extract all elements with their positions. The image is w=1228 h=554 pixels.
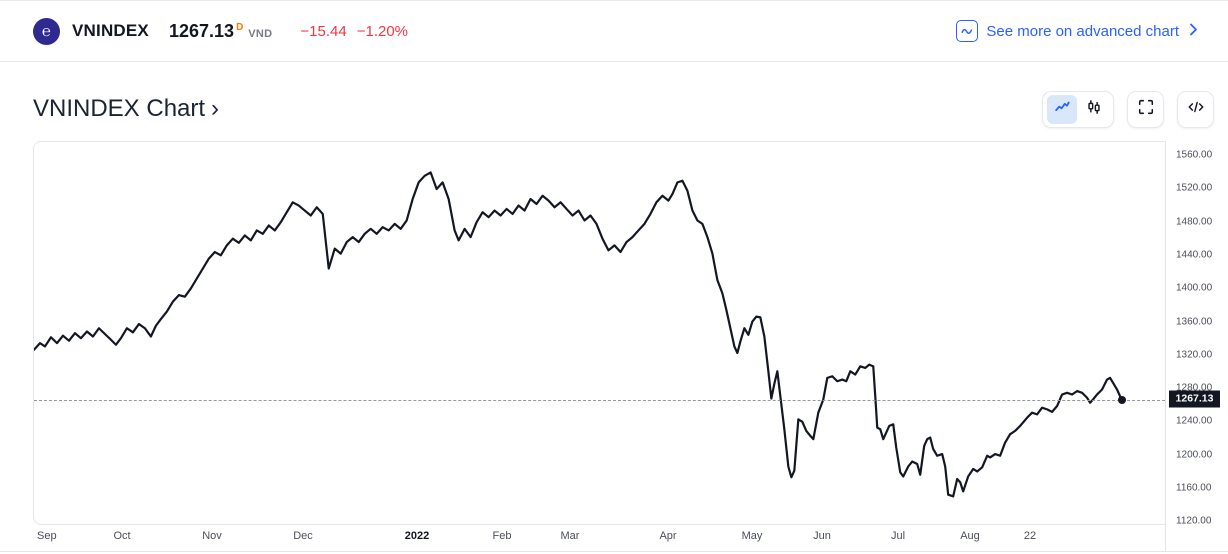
y-axis-tick: 1400.00 <box>1176 282 1213 294</box>
x-axis-label: Feb <box>492 530 512 542</box>
chart-toolbar <box>1042 91 1214 128</box>
time-scale-border <box>0 551 1228 552</box>
y-axis-tick: 1560.00 <box>1176 149 1213 161</box>
embed-code-button[interactable] <box>1177 91 1214 128</box>
candlestick-chart-button[interactable] <box>1079 95 1109 124</box>
exchange-logo-icon: ℮ <box>33 17 60 45</box>
x-axis-label: Dec <box>293 530 313 542</box>
y-axis-tick: 1480.00 <box>1176 216 1213 228</box>
change-absolute: −15.44 <box>300 22 347 40</box>
chart-plot-area[interactable]: TV TradingView <box>33 141 1165 525</box>
x-axis-label: Jul <box>890 530 906 542</box>
currency-label: VND <box>248 27 273 40</box>
chart-title: VNINDEX Chart <box>33 95 206 122</box>
embed-code-icon <box>1187 98 1205 121</box>
last-price-dotted-line <box>34 399 1165 401</box>
chevron-right-icon <box>1189 23 1198 40</box>
price-change: −15.44 −1.20% <box>300 23 408 40</box>
interval-badge: D <box>236 21 244 33</box>
y-axis-tick: 1120.00 <box>1176 515 1212 527</box>
price-scale-separator <box>1165 141 1166 551</box>
title-arrow: › <box>211 95 220 122</box>
x-axis-label: Aug <box>960 530 980 542</box>
change-percent: −1.20% <box>356 22 409 40</box>
chart-type-switcher <box>1042 91 1114 128</box>
x-axis-label: Apr <box>659 530 677 542</box>
candlestick-icon <box>1085 98 1103 121</box>
line-chart-button[interactable] <box>1047 95 1077 124</box>
y-axis-tick: 1240.00 <box>1176 415 1213 427</box>
line-chart-icon <box>1053 98 1071 121</box>
x-axis-label: Oct <box>113 530 131 542</box>
symbol-name: VNINDEX <box>72 21 149 40</box>
last-price: 1267.13 <box>168 20 235 41</box>
advanced-chart-link[interactable]: See more on advanced chart <box>956 20 1198 42</box>
x-axis-label: Sep <box>37 530 57 542</box>
x-axis-label: 2022 <box>404 530 430 542</box>
y-axis-tick: 1520.00 <box>1176 182 1213 194</box>
mini-chart-icon <box>956 20 979 42</box>
ticker-summary: ℮ VNINDEX 1267.13 D VND −15.44 −1.20% <box>33 17 408 45</box>
price-scale[interactable]: 1560.00 1520.00 1480.00 1440.00 1400.00 1360.… <box>1166 141 1228 527</box>
ticker-bar: ℮ VNINDEX 1267.13 D VND −15.44 −1.20% Se… <box>0 0 1228 62</box>
time-scale[interactable]: Sep Oct Nov Dec 2022 Feb Mar Apr May Jun Jul Aug 22 <box>33 530 1165 550</box>
chart-title-link[interactable]: VNINDEX Chart › <box>33 95 219 123</box>
last-price-dot <box>1118 395 1126 404</box>
price-line-series <box>34 171 1123 498</box>
x-axis-label: Mar <box>560 530 580 542</box>
fullscreen-button[interactable] <box>1127 91 1164 128</box>
y-axis-tick: 1200.00 <box>1176 449 1213 461</box>
x-axis-label: 22 <box>1023 530 1037 542</box>
y-axis-tick: 1280.00 <box>1176 382 1213 394</box>
y-axis-tick: 1160.00 <box>1176 482 1212 494</box>
x-axis-label: May <box>741 530 763 542</box>
x-axis-label: Nov <box>202 530 222 542</box>
fullscreen-icon <box>1137 98 1155 121</box>
y-axis-tick: 1320.00 <box>1176 349 1213 361</box>
y-axis-tick: 1440.00 <box>1176 249 1213 261</box>
advanced-chart-label: See more on advanced chart <box>986 22 1179 40</box>
x-axis-label: Jun <box>813 530 831 542</box>
last-price-label: 1267.13 <box>1169 390 1220 408</box>
price-group: 1267.13 D VND <box>169 21 272 42</box>
y-axis-tick: 1360.00 <box>1176 316 1213 327</box>
